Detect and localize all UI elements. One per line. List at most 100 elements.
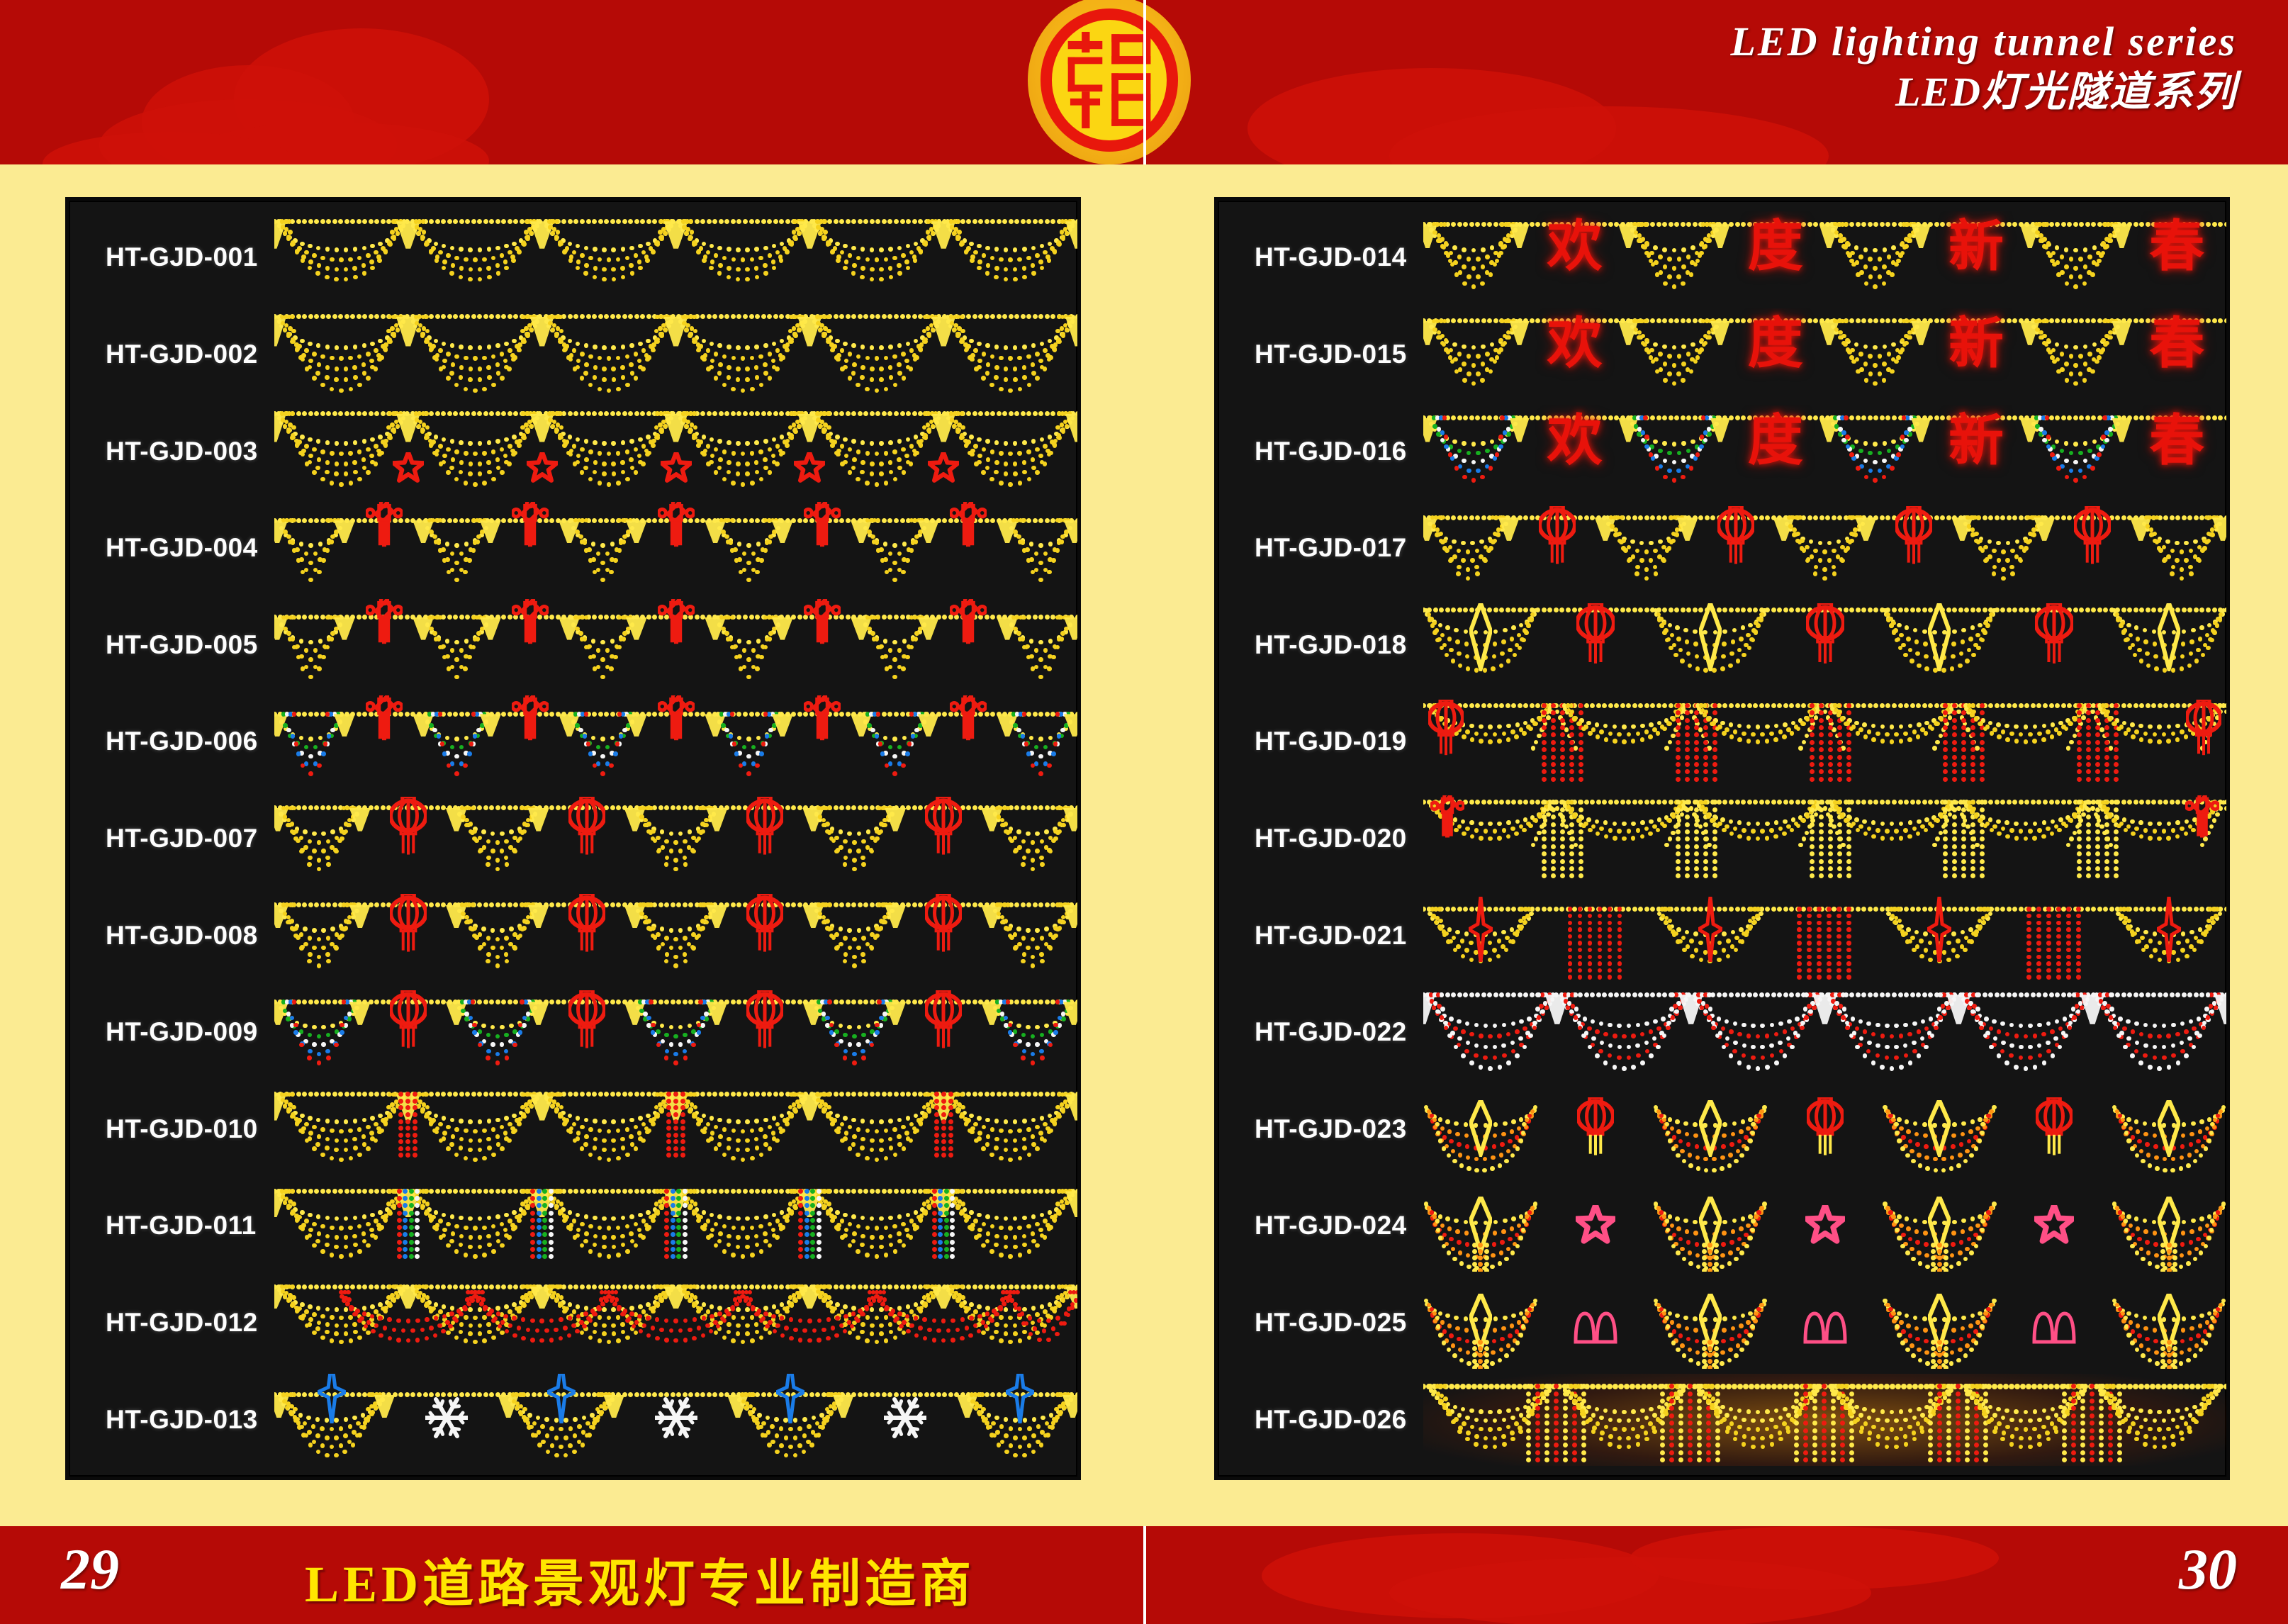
tassel-strand <box>274 1180 1077 1272</box>
tassel-strand <box>1423 1180 2226 1272</box>
product-row[interactable]: HT-GJD-008 <box>69 887 1077 984</box>
product-row[interactable]: HT-GJD-014 欢度新春 <box>1218 209 2226 306</box>
product-row[interactable]: HT-GJD-026 <box>1218 1371 2226 1468</box>
product-row[interactable]: HT-GJD-025 <box>1218 1275 2226 1372</box>
product-artwork <box>274 1180 1077 1272</box>
product-artwork <box>1423 502 2226 594</box>
product-code-label: HT-GJD-019 <box>1218 727 1423 756</box>
product-row[interactable]: HT-GJD-016 欢度新春 <box>1218 403 2226 500</box>
product-code-label: HT-GJD-016 <box>1218 437 1423 466</box>
product-row[interactable]: HT-GJD-012 <box>69 1275 1077 1372</box>
product-artwork <box>1423 1374 2226 1466</box>
footer-slogan: LED道路景观灯专业制造商 <box>305 1542 975 1616</box>
swag <box>274 1374 1077 1466</box>
product-code-label: HT-GJD-025 <box>1218 1308 1423 1338</box>
product-row[interactable]: HT-GJD-021 <box>1218 887 2226 984</box>
product-row[interactable]: HT-GJD-024 <box>1218 1177 2226 1275</box>
header-divider <box>1143 0 1146 164</box>
product-row[interactable]: HT-GJD-019 <box>1218 693 2226 790</box>
swag <box>274 986 1077 1078</box>
swag <box>1423 211 2226 303</box>
product-row[interactable]: HT-GJD-007 <box>69 790 1077 887</box>
product-row[interactable]: HT-GJD-002 <box>69 306 1077 403</box>
product-row[interactable]: HT-GJD-017 <box>1218 500 2226 597</box>
page-footer: 29 LED道路景观灯专业制造商 30 <box>0 1526 2288 1624</box>
product-row[interactable]: HT-GJD-018 <box>1218 596 2226 693</box>
four-point-star-icon <box>547 1374 576 1423</box>
product-code-label: HT-GJD-017 <box>1218 533 1423 563</box>
wing-center-drop <box>2158 1100 2180 1157</box>
fu-logo <box>1028 0 1191 164</box>
product-row[interactable]: HT-GJD-003 <box>69 403 1077 500</box>
swag <box>274 211 1077 303</box>
four-point-star-icon <box>318 1374 346 1423</box>
product-row[interactable]: HT-GJD-022 <box>1218 984 2226 1081</box>
product-artwork <box>274 502 1077 594</box>
product-code-label: HT-GJD-023 <box>1218 1114 1423 1144</box>
product-row[interactable]: HT-GJD-009 <box>69 984 1077 1081</box>
title-en: LED lighting tunnel series <box>1730 17 2237 67</box>
product-code-label: HT-GJD-024 <box>1218 1211 1423 1241</box>
product-code-label: HT-GJD-011 <box>69 1211 274 1241</box>
product-artwork <box>274 695 1077 788</box>
swag <box>274 695 1077 788</box>
product-artwork <box>274 211 1077 303</box>
tassel-strand <box>274 1083 1077 1175</box>
product-artwork <box>1423 793 2226 885</box>
footer-divider <box>1143 1526 1146 1624</box>
product-artwork <box>274 1277 1077 1369</box>
left-product-panel: HT-GJD-001 HT-GJD-002 HT-GJD-003 HT-GJD-004… <box>65 197 1081 1480</box>
product-artwork <box>274 599 1077 691</box>
lantern-icon <box>2186 700 2221 757</box>
product-code-label: HT-GJD-026 <box>1218 1405 1423 1435</box>
fu-character-icon <box>1052 20 1167 140</box>
product-row[interactable]: HT-GJD-015 欢度新春 <box>1218 306 2226 403</box>
led-chinese-character: 春 <box>2149 313 2203 374</box>
product-code-label: HT-GJD-021 <box>1218 921 1423 951</box>
product-artwork <box>274 890 1077 982</box>
chinese-knot-icon <box>2185 795 2219 839</box>
product-code-label: HT-GJD-004 <box>69 533 274 563</box>
led-chinese-character: 春 <box>2149 410 2203 471</box>
swag <box>274 405 1077 498</box>
swag <box>274 793 1077 885</box>
product-row[interactable]: HT-GJD-010 <box>69 1081 1077 1178</box>
swag <box>1423 986 2226 1078</box>
right-product-panel: HT-GJD-014 欢度新春 HT-GJD-015 欢度新春 HT-GJD-016 欢度… <box>1214 197 2230 1480</box>
product-artwork <box>1423 1180 2226 1272</box>
arch-v <box>1423 695 2226 788</box>
product-row[interactable]: HT-GJD-006 <box>69 693 1077 790</box>
product-row[interactable]: HT-GJD-020 <box>1218 790 2226 887</box>
product-row[interactable]: HT-GJD-004 <box>69 500 1077 597</box>
product-row[interactable]: HT-GJD-013 <box>69 1371 1077 1468</box>
product-code-label: HT-GJD-009 <box>69 1017 274 1047</box>
swag <box>274 308 1077 401</box>
product-code-label: HT-GJD-001 <box>69 242 274 272</box>
product-artwork: 欢度新春 <box>1423 211 2226 303</box>
wing-arc <box>1423 599 2226 691</box>
product-artwork: 欢度新春 <box>1423 308 2226 401</box>
swag <box>1423 1374 2226 1466</box>
product-artwork: 欢度新春 <box>1423 405 2226 498</box>
page-header: LED lighting tunnel series LED灯光隧道系列 <box>0 0 2288 164</box>
product-row[interactable]: HT-GJD-011 <box>69 1177 1077 1275</box>
product-artwork <box>1423 890 2226 982</box>
product-row[interactable]: HT-GJD-023 <box>1218 1081 2226 1178</box>
product-artwork <box>1423 599 2226 691</box>
product-artwork <box>274 986 1077 1078</box>
product-artwork <box>1423 1083 2226 1175</box>
swag <box>274 502 1077 594</box>
product-artwork <box>1423 695 2226 788</box>
tassel-strand <box>1423 1277 2226 1369</box>
title-cn: LED灯光隧道系列 <box>1730 67 2237 118</box>
product-code-label: HT-GJD-006 <box>69 727 274 756</box>
product-code-label: HT-GJD-013 <box>69 1405 274 1435</box>
page-title: LED lighting tunnel series LED灯光隧道系列 <box>1730 17 2237 118</box>
product-row[interactable]: HT-GJD-001 <box>69 209 1077 306</box>
product-row[interactable]: HT-GJD-005 <box>69 596 1077 693</box>
product-artwork <box>274 405 1077 498</box>
swag <box>274 599 1077 691</box>
chinese-knot-icon <box>1430 795 1464 839</box>
led-chinese-character: 春 <box>2149 215 2203 276</box>
